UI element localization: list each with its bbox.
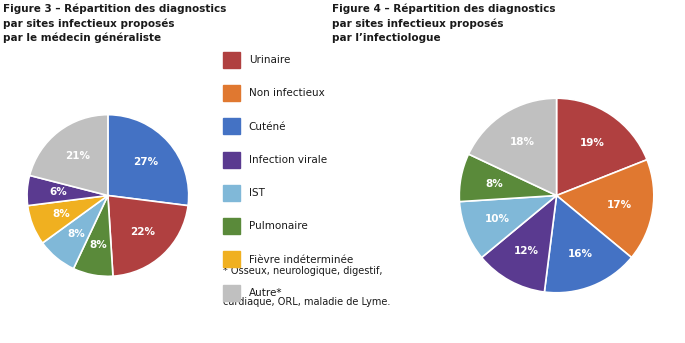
Text: 19%: 19% xyxy=(580,138,605,148)
Wedge shape xyxy=(556,98,647,196)
Text: 8%: 8% xyxy=(90,240,108,250)
Text: 8%: 8% xyxy=(486,179,503,189)
Wedge shape xyxy=(545,196,632,293)
Text: Fièvre indéterminée: Fièvre indéterminée xyxy=(249,255,353,265)
Text: 22%: 22% xyxy=(129,227,155,237)
Text: 6%: 6% xyxy=(49,187,66,197)
Text: Urinaire: Urinaire xyxy=(249,55,290,65)
Wedge shape xyxy=(482,196,556,292)
Text: Figure 4 – Répartition des diagnostics
par sites infectieux proposés
par l’infec: Figure 4 – Répartition des diagnostics p… xyxy=(332,3,556,43)
Wedge shape xyxy=(73,196,113,276)
Text: Non infectieux: Non infectieux xyxy=(249,88,325,98)
Text: IST: IST xyxy=(249,188,264,198)
Text: 16%: 16% xyxy=(567,249,593,259)
Text: Figure 3 – Répartition des diagnostics
par sites infectieux proposés
par le méde: Figure 3 – Répartition des diagnostics p… xyxy=(3,3,227,44)
Text: 21%: 21% xyxy=(64,151,90,161)
Wedge shape xyxy=(459,154,556,202)
Text: * Osseux, neurologique, digestif,: * Osseux, neurologique, digestif, xyxy=(223,266,382,276)
Text: 12%: 12% xyxy=(514,246,538,256)
Text: 8%: 8% xyxy=(53,209,70,219)
Text: Cuténé: Cuténé xyxy=(249,121,286,132)
Wedge shape xyxy=(460,196,556,258)
Text: 18%: 18% xyxy=(510,137,535,147)
Text: Autre*: Autre* xyxy=(249,288,282,298)
Wedge shape xyxy=(469,98,557,196)
Text: 10%: 10% xyxy=(485,214,510,224)
Text: Infection virale: Infection virale xyxy=(249,155,327,165)
Text: 27%: 27% xyxy=(133,157,158,167)
Wedge shape xyxy=(27,196,108,243)
Text: 8%: 8% xyxy=(67,229,85,239)
Wedge shape xyxy=(108,115,188,206)
Wedge shape xyxy=(27,175,108,206)
Wedge shape xyxy=(29,115,108,196)
Text: cardiaque, ORL, maladie de Lyme.: cardiaque, ORL, maladie de Lyme. xyxy=(223,297,390,307)
Text: Pulmonaire: Pulmonaire xyxy=(249,221,308,232)
Wedge shape xyxy=(556,160,653,258)
Wedge shape xyxy=(42,196,108,269)
Text: 17%: 17% xyxy=(606,200,632,210)
Wedge shape xyxy=(108,196,188,276)
